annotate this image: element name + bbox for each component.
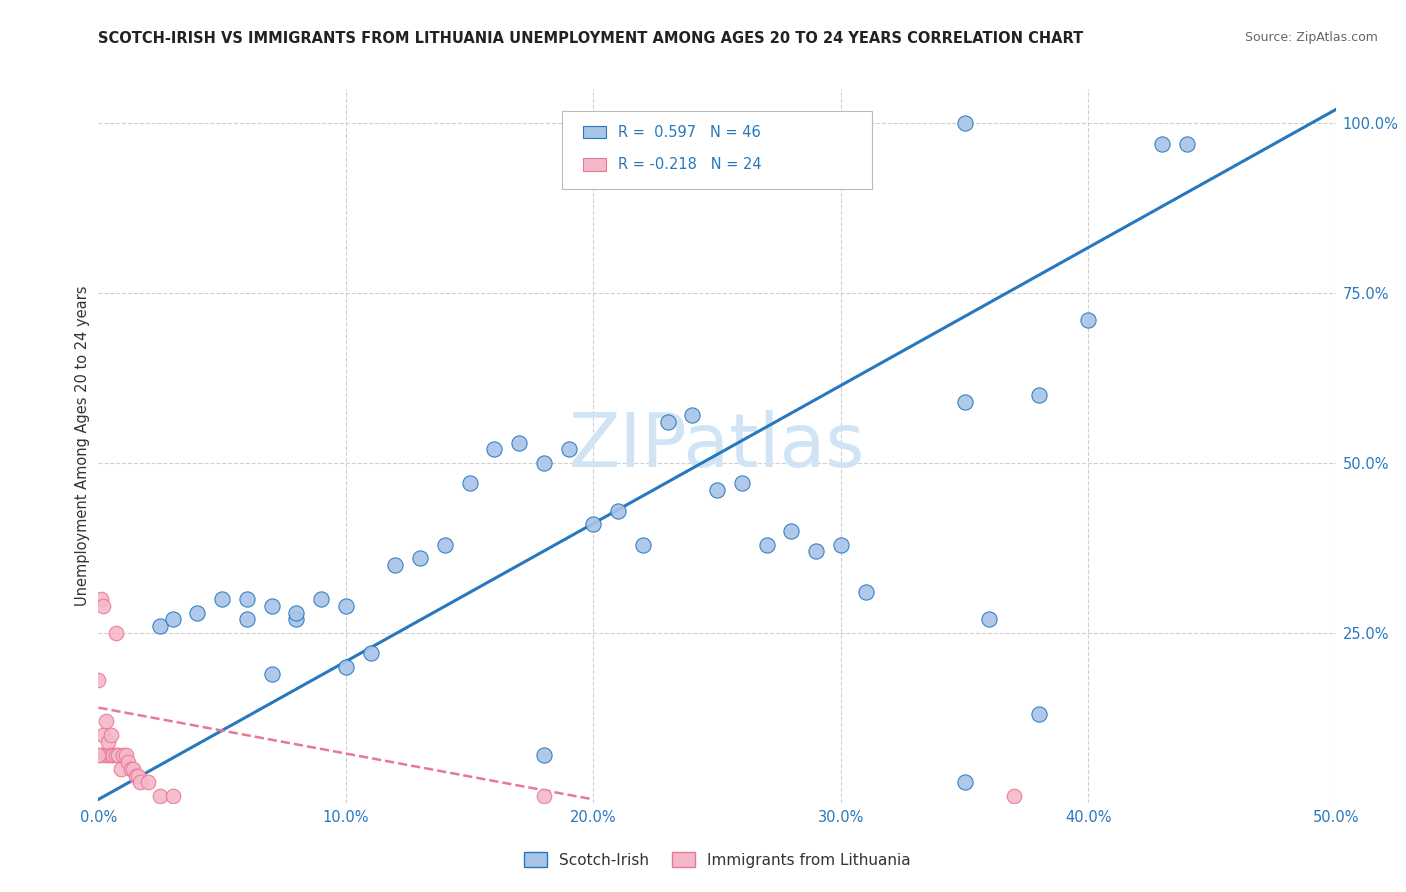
Bar: [583, 158, 606, 170]
Text: R = -0.218   N = 24: R = -0.218 N = 24: [619, 157, 762, 171]
Point: [953, 116, 976, 130]
Immigrants from Lithuania: [1002, 789, 1025, 803]
Point: [582, 517, 605, 532]
Immigrants from Lithuania: [97, 748, 120, 763]
Immigrants from Lithuania: [90, 591, 112, 606]
Point: [211, 591, 233, 606]
Point: [236, 591, 259, 606]
Immigrants from Lithuania: [104, 748, 127, 763]
Immigrants from Lithuania: [124, 769, 146, 783]
Point: [830, 537, 852, 551]
Point: [979, 612, 1001, 626]
Scotch-Irish: [953, 775, 976, 789]
Point: [360, 646, 382, 660]
Point: [335, 660, 357, 674]
Point: [508, 435, 530, 450]
Point: [484, 442, 506, 457]
Immigrants from Lithuania: [90, 748, 112, 763]
Immigrants from Lithuania: [127, 769, 149, 783]
Point: [309, 591, 332, 606]
Point: [433, 537, 456, 551]
Point: [657, 415, 679, 429]
Bar: [583, 126, 606, 138]
Immigrants from Lithuania: [103, 748, 125, 763]
Point: [285, 612, 308, 626]
Point: [285, 606, 308, 620]
Point: [384, 558, 406, 572]
Text: R =  0.597   N = 46: R = 0.597 N = 46: [619, 125, 761, 139]
Point: [804, 544, 827, 558]
FancyBboxPatch shape: [562, 111, 872, 189]
Text: Source: ZipAtlas.com: Source: ZipAtlas.com: [1244, 31, 1378, 45]
Point: [1152, 136, 1174, 151]
Point: [162, 612, 184, 626]
Point: [533, 456, 555, 470]
Point: [780, 524, 803, 538]
Immigrants from Lithuania: [120, 762, 142, 776]
Immigrants from Lithuania: [112, 748, 135, 763]
Point: [260, 599, 283, 613]
Immigrants from Lithuania: [93, 599, 115, 613]
Point: [855, 585, 877, 599]
Point: [731, 476, 754, 491]
Point: [1028, 388, 1050, 402]
Scotch-Irish: [1028, 707, 1050, 722]
Immigrants from Lithuania: [100, 748, 122, 763]
Point: [607, 503, 630, 517]
Point: [631, 537, 654, 551]
Immigrants from Lithuania: [122, 762, 145, 776]
Point: [260, 666, 283, 681]
Immigrants from Lithuania: [114, 748, 136, 763]
Point: [804, 116, 827, 130]
Point: [186, 606, 208, 620]
Point: [1175, 136, 1198, 151]
Immigrants from Lithuania: [94, 714, 117, 729]
Point: [335, 599, 357, 613]
Point: [1077, 313, 1099, 327]
Scotch-Irish: [533, 748, 555, 763]
Immigrants from Lithuania: [97, 734, 120, 748]
Immigrants from Lithuania: [129, 775, 152, 789]
Point: [149, 619, 172, 633]
Immigrants from Lithuania: [107, 748, 129, 763]
Immigrants from Lithuania: [93, 728, 115, 742]
Immigrants from Lithuania: [136, 775, 159, 789]
Point: [755, 537, 778, 551]
Point: [706, 483, 728, 498]
Immigrants from Lithuania: [117, 755, 139, 769]
Point: [236, 612, 259, 626]
Immigrants from Lithuania: [149, 789, 172, 803]
Immigrants from Lithuania: [94, 748, 117, 763]
Immigrants from Lithuania: [533, 789, 555, 803]
Immigrants from Lithuania: [110, 762, 132, 776]
Text: SCOTCH-IRISH VS IMMIGRANTS FROM LITHUANIA UNEMPLOYMENT AMONG AGES 20 TO 24 YEARS: SCOTCH-IRISH VS IMMIGRANTS FROM LITHUANI…: [98, 31, 1084, 46]
Immigrants from Lithuania: [100, 728, 122, 742]
Immigrants from Lithuania: [87, 748, 110, 763]
Immigrants from Lithuania: [87, 673, 110, 688]
Point: [557, 442, 579, 457]
Immigrants from Lithuania: [104, 626, 127, 640]
Point: [409, 551, 432, 566]
Legend: Scotch-Irish, Immigrants from Lithuania: Scotch-Irish, Immigrants from Lithuania: [517, 846, 917, 873]
Text: ZIPatlas: ZIPatlas: [569, 409, 865, 483]
Immigrants from Lithuania: [162, 789, 184, 803]
Y-axis label: Unemployment Among Ages 20 to 24 years: Unemployment Among Ages 20 to 24 years: [75, 285, 90, 607]
Point: [681, 409, 703, 423]
Point: [458, 476, 481, 491]
Point: [953, 394, 976, 409]
